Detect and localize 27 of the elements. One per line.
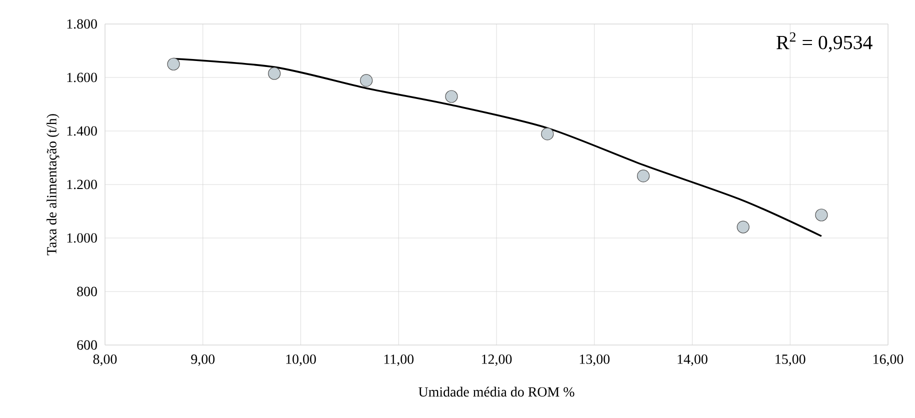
y-tick-label: 1.000 [67,233,97,243]
x-tick-label: 14,00 [678,354,708,366]
point [541,128,554,140]
x-axis-title: Umidade média do ROM % [418,386,574,397]
x-tick-label: 8,00 [93,354,117,366]
point [268,67,281,80]
x-tick-label: 11,00 [384,354,414,366]
x-tick-label: 15,00 [776,354,806,366]
point [445,90,458,103]
y-tick-label: 1.800 [67,19,97,29]
point [360,74,373,87]
annotation: R$^{2}$ = 0,9534 [776,32,872,52]
x-tick-label: 16,00 [874,354,904,366]
y-axis-title: Taxa de alimentação (t/h) [46,114,60,256]
y-tick-label: 1.600 [67,72,97,82]
x-tick-label: 12,00 [482,354,512,366]
x-tick-label: 9,00 [191,354,215,366]
point [736,220,750,234]
y-tick-label: 600 [77,340,97,350]
y-tick-label: 1.400 [67,126,97,136]
point [167,58,180,70]
y-tick-label: 800 [77,286,97,296]
point [637,170,650,182]
x-tick-label: 13,00 [580,354,610,366]
y-tick-label: 1.200 [67,180,97,190]
point [815,208,828,222]
x-tick-label: 10,00 [286,354,316,366]
